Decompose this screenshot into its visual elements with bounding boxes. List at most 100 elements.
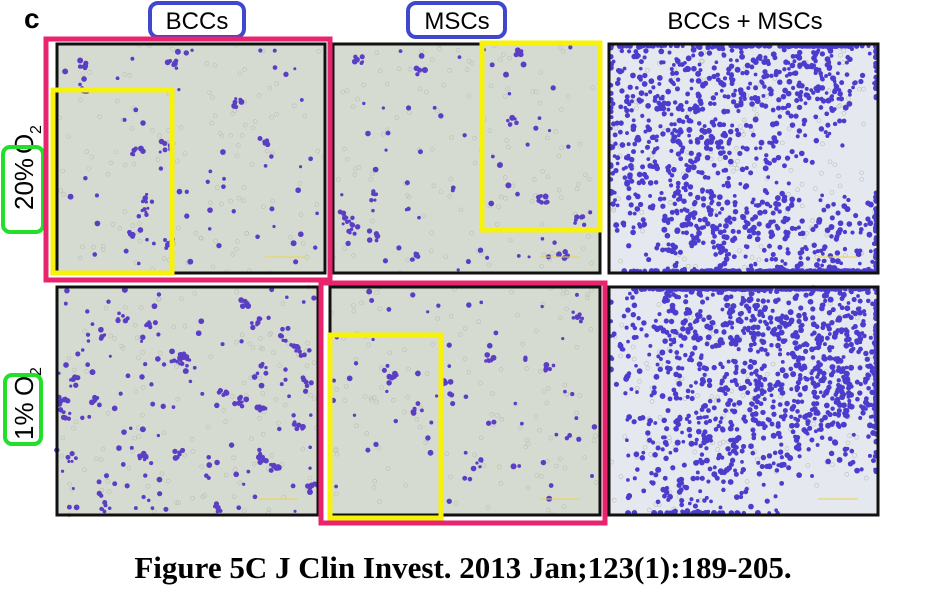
cell xyxy=(667,293,672,299)
pore xyxy=(110,222,116,227)
cell xyxy=(709,201,714,206)
cell xyxy=(721,52,727,58)
cell xyxy=(678,193,683,198)
cell xyxy=(752,96,758,102)
pore xyxy=(534,473,540,478)
pore xyxy=(501,52,506,57)
pore xyxy=(481,463,487,468)
cell xyxy=(507,122,513,127)
pore xyxy=(611,497,617,503)
cell xyxy=(829,53,834,58)
cell xyxy=(309,413,313,417)
pore xyxy=(223,472,229,478)
cell xyxy=(675,211,680,216)
cell xyxy=(577,312,582,317)
pore xyxy=(405,257,411,263)
pore xyxy=(66,134,71,139)
cell xyxy=(663,318,669,324)
pore xyxy=(565,94,571,99)
cell xyxy=(785,206,791,212)
cell xyxy=(270,462,277,469)
pore xyxy=(84,149,90,155)
cell xyxy=(616,77,621,82)
cell xyxy=(632,211,637,216)
cell xyxy=(661,100,667,106)
pore xyxy=(550,251,555,256)
cell xyxy=(714,60,719,65)
pore xyxy=(557,315,563,321)
cell xyxy=(779,385,784,391)
pore xyxy=(644,361,649,366)
pore xyxy=(640,228,645,234)
cell xyxy=(833,392,838,397)
cell xyxy=(750,334,757,341)
cell xyxy=(566,144,571,149)
cell xyxy=(156,332,161,337)
cell xyxy=(727,425,734,432)
cell xyxy=(779,367,786,374)
pore xyxy=(178,125,184,130)
cell xyxy=(840,421,847,428)
cell xyxy=(716,342,722,348)
cell xyxy=(844,365,849,370)
cell xyxy=(234,97,238,101)
cell xyxy=(366,228,373,234)
pore xyxy=(122,162,128,168)
pore xyxy=(541,389,547,394)
cell xyxy=(811,50,816,55)
pore xyxy=(700,59,705,64)
cell xyxy=(865,298,871,304)
cell xyxy=(844,206,851,213)
cell xyxy=(705,296,710,301)
cell xyxy=(665,266,670,271)
pore xyxy=(457,332,463,337)
cell xyxy=(352,413,357,417)
pore xyxy=(529,198,535,204)
cell xyxy=(839,261,844,266)
cell xyxy=(829,234,834,239)
cell xyxy=(728,294,734,300)
cell xyxy=(797,376,803,382)
pore xyxy=(577,393,582,398)
pore xyxy=(304,254,310,260)
cell xyxy=(686,426,693,433)
cell xyxy=(415,72,420,77)
cell xyxy=(639,455,646,461)
pore xyxy=(268,331,274,336)
pore xyxy=(837,103,843,108)
pore xyxy=(560,49,566,54)
cell xyxy=(456,268,460,272)
cell xyxy=(813,346,818,350)
cell xyxy=(540,459,547,466)
cell xyxy=(307,348,312,353)
cell xyxy=(831,333,838,340)
pore xyxy=(844,472,850,477)
cell xyxy=(775,264,782,271)
cell xyxy=(727,158,734,165)
cell xyxy=(804,342,810,348)
cell xyxy=(759,311,765,316)
cell xyxy=(675,58,681,64)
pore xyxy=(667,199,673,205)
cell xyxy=(736,229,742,235)
cell xyxy=(676,482,682,488)
pore xyxy=(751,163,757,168)
cell xyxy=(734,337,739,342)
cell xyxy=(701,240,706,246)
caption: Figure 5C J Clin Invest. 2013 Jan;123(1)… xyxy=(134,550,791,585)
pore xyxy=(509,289,514,295)
cell xyxy=(697,217,703,223)
pore xyxy=(271,350,276,356)
cell xyxy=(787,455,794,461)
pore xyxy=(232,108,238,114)
cell xyxy=(760,410,765,415)
cell xyxy=(308,380,314,386)
cell xyxy=(151,241,156,246)
cell xyxy=(795,134,800,139)
cell xyxy=(801,427,807,433)
pore xyxy=(421,213,427,219)
cell xyxy=(698,100,704,106)
cell xyxy=(107,506,112,511)
cell xyxy=(662,493,667,499)
cell xyxy=(115,317,121,324)
